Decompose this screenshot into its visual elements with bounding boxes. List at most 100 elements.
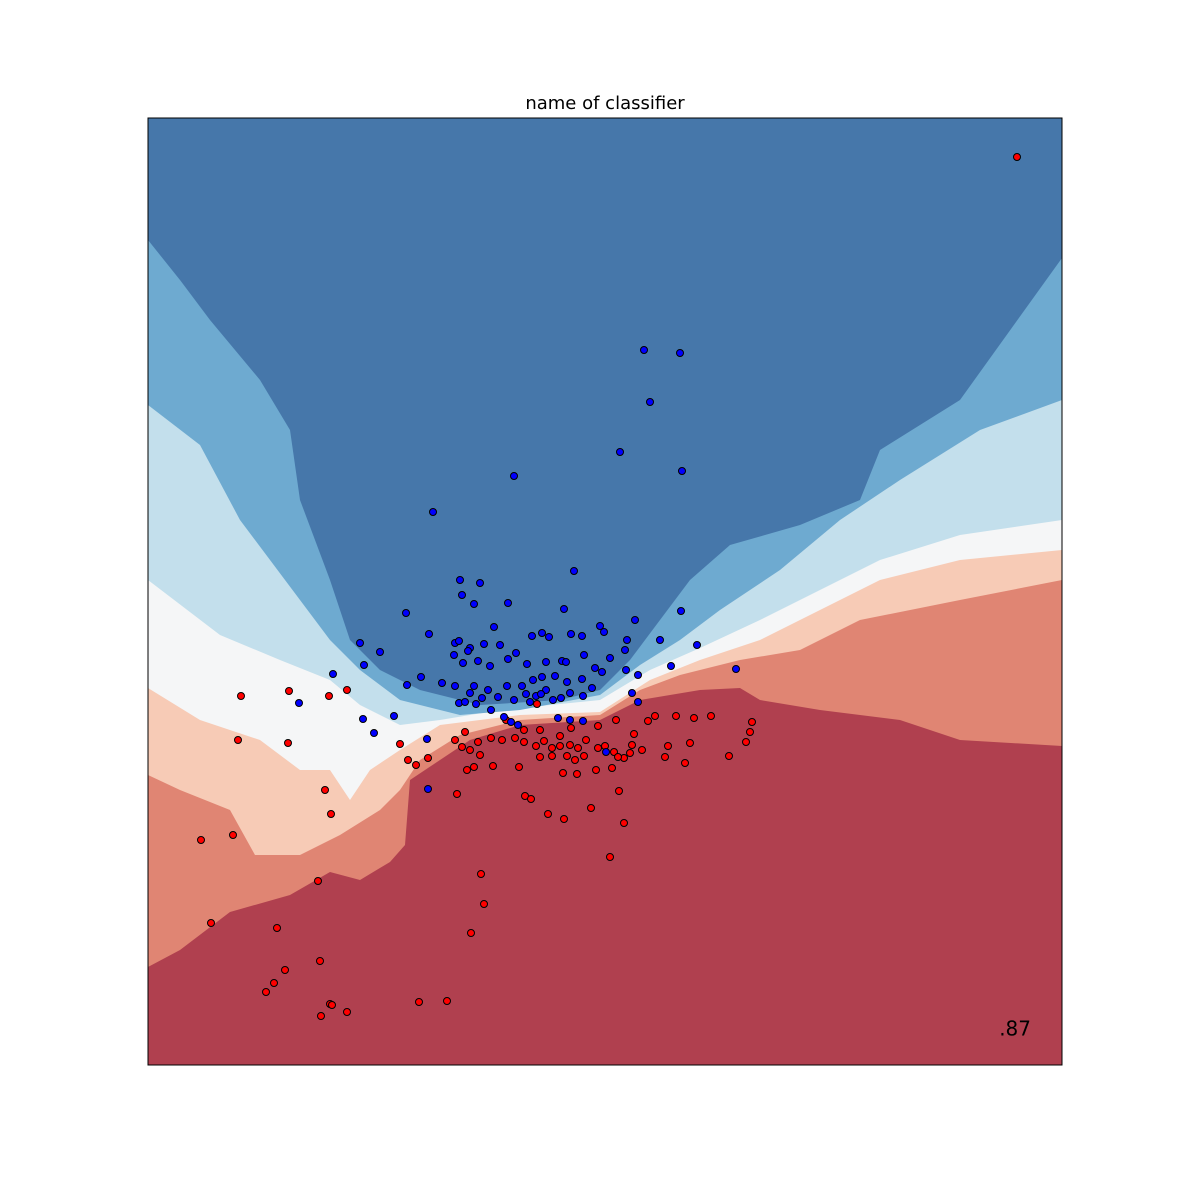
scatter-point: [343, 686, 351, 694]
score-annotation: .87: [999, 1017, 1031, 1041]
scatter-point: [474, 738, 482, 746]
scatter-point: [484, 686, 492, 694]
scatter-point: [327, 810, 335, 818]
scatter-point: [514, 721, 522, 729]
scatter-point: [732, 665, 740, 673]
scatter-point: [503, 682, 511, 690]
scatter-point: [510, 696, 518, 704]
scatter-point: [512, 649, 520, 657]
scatter-point: [606, 654, 614, 662]
scatter-point: [538, 673, 546, 681]
scatter-point: [614, 753, 622, 761]
scatter-point: [520, 738, 528, 746]
scatter-point: [466, 746, 474, 754]
scatter-point: [634, 698, 642, 706]
scatter-point: [455, 637, 463, 645]
scatter-point: [562, 658, 570, 666]
scatter-point: [424, 785, 432, 793]
scatter-point: [551, 672, 559, 680]
scatter-point: [606, 853, 614, 861]
scatter-point: [594, 744, 602, 752]
scatter-point: [515, 763, 523, 771]
scatter-point: [262, 988, 270, 996]
scatter-point: [474, 657, 482, 665]
scatter-point: [549, 696, 557, 704]
scatter-point: [314, 877, 322, 885]
scatter-point: [566, 689, 574, 697]
scatter-point: [527, 795, 535, 803]
scatter-point: [285, 687, 293, 695]
scatter-point: [533, 700, 541, 708]
scatter-point: [592, 766, 600, 774]
scatter-point: [608, 764, 616, 772]
scatter-point: [563, 752, 571, 760]
scatter-point: [678, 467, 686, 475]
scatter-point: [423, 735, 431, 743]
scatter-point: [646, 398, 654, 406]
scatter-point: [529, 676, 537, 684]
scatter-point: [574, 744, 582, 752]
scatter-point: [376, 648, 384, 656]
scatter-point: [566, 716, 574, 724]
scatter-point: [707, 712, 715, 720]
scatter-point: [343, 1008, 351, 1016]
scatter-point: [329, 670, 337, 678]
scatter-point: [461, 728, 469, 736]
scatter-point: [634, 671, 642, 679]
scatter-point: [467, 929, 475, 937]
scatter-point: [415, 998, 423, 1006]
chart-title: name of classifier: [525, 93, 685, 114]
scatter-point: [321, 786, 329, 794]
scatter-point: [500, 713, 508, 721]
scatter-point: [270, 979, 278, 987]
scatter-point: [360, 661, 368, 669]
scatter-point: [623, 636, 631, 644]
scatter-point: [359, 715, 367, 723]
scatter-point: [690, 714, 698, 722]
scatter-point: [453, 790, 461, 798]
scatter-point: [556, 732, 564, 740]
scatter-point: [570, 567, 578, 575]
scatter-point: [566, 741, 574, 749]
scatter-point: [630, 730, 638, 738]
scatter-point: [461, 698, 469, 706]
scatter-point: [466, 689, 474, 697]
scatter-point: [229, 831, 237, 839]
scatter-point: [464, 647, 472, 655]
scatter-point: [626, 749, 634, 757]
scatter-point: [477, 870, 485, 878]
scatter-point: [667, 662, 675, 670]
region-dark-blue: [148, 118, 1062, 705]
scatter-point: [536, 753, 544, 761]
scatter-point: [404, 756, 412, 764]
scatter-point: [587, 804, 595, 812]
scatter-point: [559, 769, 567, 777]
scatter-point: [540, 737, 548, 745]
scatter-point: [676, 349, 684, 357]
scatter-point: [523, 660, 531, 668]
scatter-point: [556, 742, 564, 750]
plot-frame: [147, 117, 1063, 1066]
scatter-point: [273, 924, 281, 932]
scatter-point: [522, 690, 530, 698]
scatter-point: [612, 716, 620, 724]
scatter-point: [596, 622, 604, 630]
scatter-point: [640, 346, 648, 354]
scatter-point: [536, 726, 544, 734]
scatter-point: [580, 651, 588, 659]
scatter-point: [573, 770, 581, 778]
scatter-point: [504, 599, 512, 607]
scatter-point: [390, 712, 398, 720]
scatter-point: [456, 576, 464, 584]
scatter-point: [504, 655, 512, 663]
scatter-point: [579, 717, 587, 725]
scatter-point: [325, 692, 333, 700]
scatter-point: [615, 787, 623, 795]
scatter-point: [489, 762, 497, 770]
scatter-point: [472, 700, 480, 708]
scatter-point: [567, 630, 575, 638]
scatter-point: [567, 724, 575, 732]
scatter-point: [602, 748, 610, 756]
scatter-point: [661, 753, 669, 761]
scatter-point: [520, 726, 528, 734]
